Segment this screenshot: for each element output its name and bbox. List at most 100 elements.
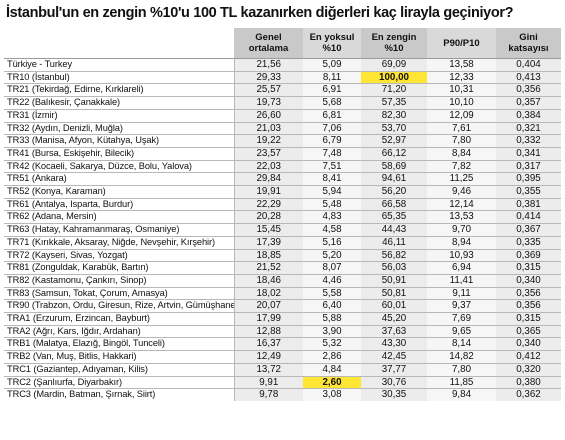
cell-bottom10: 5,58 bbox=[303, 286, 361, 300]
cell-gini: 0,380 bbox=[496, 375, 561, 389]
cell-top10: 58,69 bbox=[361, 159, 427, 173]
header-bottom10-line2: %10 bbox=[322, 43, 342, 54]
cell-region: Türkiye - Turkey bbox=[4, 58, 234, 72]
cell-region: TR32 (Aydın, Denizli, Muğla) bbox=[4, 121, 234, 135]
cell-mean: 21,03 bbox=[233, 121, 303, 135]
cell-mean: 19,22 bbox=[233, 134, 303, 148]
table-row: TR72 (Kayseri, Sivas, Yozgat) 18,85 5,20 56… bbox=[4, 248, 561, 262]
table-row: TR52 (Konya, Karaman) 19,91 5,94 56,20 9,46 0… bbox=[4, 185, 561, 199]
cell-bottom10: 5,32 bbox=[303, 337, 361, 351]
table-row: TR41 (Bursa, Eskişehir, Bilecik) 23,57 7,4… bbox=[4, 146, 561, 161]
cell-gini: 0,404 bbox=[496, 58, 561, 72]
cell-mean: 16,37 bbox=[233, 337, 303, 351]
cell-top10: 53,70 bbox=[361, 121, 427, 135]
cell-mean: 17,39 bbox=[233, 235, 303, 250]
cell-top10: 65,35 bbox=[361, 210, 427, 224]
header-ratio-line1: P90/P10 bbox=[443, 37, 480, 49]
cell-gini: 0,384 bbox=[496, 108, 561, 123]
header-mean-line1: Genel bbox=[255, 32, 282, 43]
cell-ratio: 8,84 bbox=[427, 146, 496, 161]
cell-region: TR72 (Kayseri, Sivas, Yozgat) bbox=[4, 248, 234, 262]
cell-mean: 12,49 bbox=[233, 350, 303, 364]
cell-region: TR22 (Balıkesir, Çanakkale) bbox=[4, 96, 234, 110]
cell-top10: 42,45 bbox=[361, 350, 427, 364]
cell-top10: 37,63 bbox=[361, 324, 427, 338]
table-row: Türkiye - Turkey 21,56 5,09 69,09 13,58 0,404 bbox=[4, 58, 561, 72]
cell-region: TRC1 (Gaziantep, Adıyaman, Kilis) bbox=[4, 362, 234, 377]
header-mean-line2: ortalama bbox=[248, 43, 289, 54]
cell-mean: 20,28 bbox=[233, 210, 303, 224]
cell-ratio: 12,33 bbox=[427, 70, 496, 84]
cell-region: TR10 (İstanbul) bbox=[4, 70, 234, 84]
cell-bottom10: 5,68 bbox=[303, 96, 361, 110]
cell-gini: 0,365 bbox=[496, 324, 561, 338]
cell-region: TRC3 (Mardin, Batman, Şırnak, Siirt) bbox=[4, 388, 234, 401]
table-row: TRA1 (Erzurum, Erzincan, Bayburt) 17,99 5,… bbox=[4, 312, 561, 326]
cell-bottom10: 5,94 bbox=[303, 185, 361, 199]
cell-gini: 0,413 bbox=[496, 70, 561, 84]
cell-bottom10: 5,48 bbox=[303, 197, 361, 211]
table-row: TRB1 (Malatya, Elazığ, Bingöl, Tunceli) 1… bbox=[4, 337, 561, 351]
cell-gini: 0,367 bbox=[496, 223, 561, 237]
cell-top10: 52,97 bbox=[361, 134, 427, 148]
cell-gini: 0,317 bbox=[496, 159, 561, 173]
cell-region: TRA2 (Ağrı, Kars, Iğdır, Ardahan) bbox=[4, 324, 234, 338]
cell-gini: 0,395 bbox=[496, 172, 561, 186]
cell-top10: 56,03 bbox=[361, 261, 427, 275]
cell-ratio: 9,70 bbox=[427, 223, 496, 237]
cell-ratio: 14,82 bbox=[427, 350, 496, 364]
cell-region: TR63 (Hatay, Kahramanmaraş, Osmaniye) bbox=[4, 223, 234, 237]
cell-mean: 9,91 bbox=[233, 375, 303, 389]
cell-region: TRC2 (Şanlıurfa, Diyarbakır) bbox=[4, 375, 234, 389]
header-top10: En zengin %10 bbox=[361, 28, 427, 59]
header-gini-line2: katsayısı bbox=[508, 43, 549, 54]
table-row: TR62 (Adana, Mersin) 20,28 4,83 65,35 13,53 0… bbox=[4, 210, 561, 224]
cell-gini: 0,356 bbox=[496, 299, 561, 313]
cell-bottom10: 2,86 bbox=[303, 350, 361, 364]
table-row: TR90 (Trabzon, Ordu, Giresun, Rize, Artv… bbox=[4, 299, 561, 313]
cell-bottom10: 8,11 bbox=[303, 70, 361, 84]
cell-mean: 21,56 bbox=[233, 58, 303, 72]
cell-region: TR61 (Antalya, Isparta, Burdur) bbox=[4, 197, 234, 211]
cell-mean: 22,03 bbox=[233, 159, 303, 173]
cell-ratio: 10,10 bbox=[427, 96, 496, 110]
cell-gini: 0,362 bbox=[496, 388, 561, 401]
cell-bottom10: 6,91 bbox=[303, 83, 361, 97]
header-bottom10: En yoksul %10 bbox=[303, 28, 361, 59]
table-row: TR81 (Zonguldak, Karabük, Bartın) 21,52 8,… bbox=[4, 261, 561, 275]
cell-mean: 20,07 bbox=[233, 299, 303, 313]
table-header-row: Genel ortalama En yoksul %10 En zengin %… bbox=[4, 28, 561, 59]
cell-top10: 44,43 bbox=[361, 223, 427, 237]
cell-ratio: 9,46 bbox=[427, 185, 496, 199]
cell-gini: 0,412 bbox=[496, 350, 561, 364]
cell-top10: 60,01 bbox=[361, 299, 427, 313]
cell-mean: 22,29 bbox=[233, 197, 303, 211]
table-row: TR71 (Kırıkkale, Aksaray, Niğde, Nevşehi… bbox=[4, 235, 561, 250]
cell-region: TR71 (Kırıkkale, Aksaray, Niğde, Nevşehi… bbox=[4, 235, 234, 250]
cell-top10: 100,00 bbox=[361, 70, 427, 84]
cell-gini: 0,335 bbox=[496, 235, 561, 250]
cell-top10: 30,76 bbox=[361, 375, 427, 389]
table-row: TRA2 (Ağrı, Kars, Iğdır, Ardahan) 12,88 3,… bbox=[4, 324, 561, 338]
cell-top10: 45,20 bbox=[361, 312, 427, 326]
cell-region: TR90 (Trabzon, Ordu, Giresun, Rize, Artv… bbox=[4, 299, 234, 313]
table-row: TRB2 (Van, Muş, Bitlis, Hakkari) 12,49 2,8… bbox=[4, 350, 561, 364]
table-row: TR63 (Hatay, Kahramanmaraş, Osmaniye) 15,… bbox=[4, 223, 561, 237]
cell-ratio: 9,37 bbox=[427, 299, 496, 313]
cell-region: TR52 (Konya, Karaman) bbox=[4, 185, 234, 199]
cell-ratio: 9,11 bbox=[427, 286, 496, 300]
table-row: TR83 (Samsun, Tokat, Çorum, Amasya) 18,02… bbox=[4, 286, 561, 300]
cell-region: TR41 (Bursa, Eskişehir, Bilecik) bbox=[4, 146, 234, 161]
cell-top10: 46,11 bbox=[361, 235, 427, 250]
header-gini-line1: Gini bbox=[519, 32, 538, 43]
cell-top10: 56,82 bbox=[361, 248, 427, 262]
cell-region: TR62 (Adana, Mersin) bbox=[4, 210, 234, 224]
table-row: TR51 (Ankara) 29,84 8,41 94,61 11,25 0,395 bbox=[4, 172, 561, 186]
cell-bottom10: 7,48 bbox=[303, 146, 361, 161]
cell-mean: 18,85 bbox=[233, 248, 303, 262]
cell-top10: 66,12 bbox=[361, 146, 427, 161]
cell-mean: 19,91 bbox=[233, 185, 303, 199]
cell-mean: 29,33 bbox=[233, 70, 303, 84]
cell-ratio: 9,65 bbox=[427, 324, 496, 338]
cell-bottom10: 4,58 bbox=[303, 223, 361, 237]
